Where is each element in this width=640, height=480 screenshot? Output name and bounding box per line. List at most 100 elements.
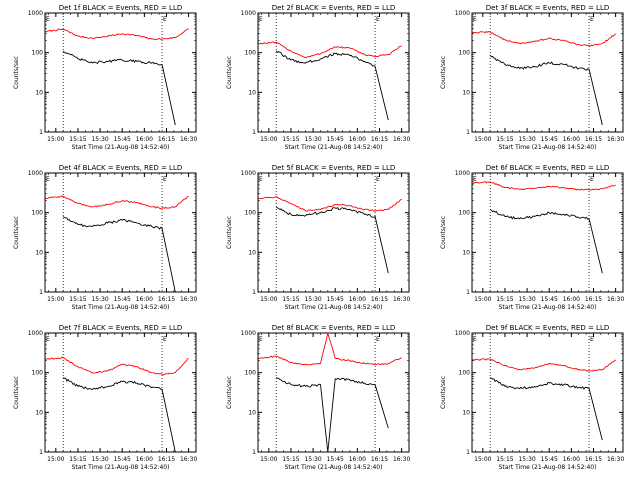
y-axis-label: Counts/sec	[13, 376, 20, 409]
lld-series-line	[472, 30, 616, 47]
panel-title: Det 5f BLACK = Events, RED = LLD	[272, 164, 395, 172]
x-tick-label: 15:45	[541, 456, 558, 463]
x-tick-label: 15:45	[114, 296, 131, 303]
x-tick-label: 15:00	[47, 296, 64, 303]
y-tick-label: 1	[252, 449, 256, 456]
x-tick-label: 15:15	[496, 296, 513, 303]
e-marker-label: E	[590, 16, 594, 23]
y-tick-label: 1000	[241, 10, 256, 17]
x-tick-label: 16:15	[371, 136, 388, 143]
x-tick-label: 16:30	[393, 456, 410, 463]
lld-series-line	[45, 195, 189, 209]
plot-frame	[471, 332, 624, 453]
panel-title: Det 9f BLACK = Events, RED = LLD	[486, 324, 609, 332]
panel-5: Det 5f BLACK = Events, RED = LLD 1 10 100 10…	[226, 164, 410, 311]
events-series-line	[62, 216, 176, 293]
lld-series-line	[258, 196, 402, 212]
y-tick-label: 1	[466, 129, 470, 136]
lld-series-line	[45, 28, 189, 41]
x-tick-label: 15:45	[327, 456, 344, 463]
x-axis-label: Start Time (21-Aug-08 14:52:40)	[285, 304, 383, 311]
panel-title: Det 3f BLACK = Events, RED = LLD	[486, 4, 609, 12]
x-tick-label: 15:15	[282, 456, 299, 463]
y-tick-label: 1000	[241, 170, 256, 177]
y-tick-label: 10	[35, 249, 43, 256]
x-axis-label: Start Time (21-Aug-08 14:52:40)	[499, 464, 597, 471]
x-tick-label: 15:15	[496, 136, 513, 143]
x-tick-label: 16:15	[585, 296, 602, 303]
x-tick-label: 15:00	[474, 456, 491, 463]
x-tick-label: 15:00	[260, 456, 277, 463]
x-axis-label: Start Time (21-Aug-08 14:52:40)	[285, 464, 383, 471]
y-tick-label: 1	[39, 449, 43, 456]
y-tick-label: 100	[32, 210, 44, 217]
e-marker-label: E	[590, 336, 594, 343]
plot-frame	[471, 172, 624, 293]
y-tick-label: 1	[466, 449, 470, 456]
panel-1: Det 1f BLACK = Events, RED = LLD 1 10 100 10…	[13, 4, 197, 151]
x-tick-label: 16:00	[136, 456, 153, 463]
y-axis-label: Counts/sec	[13, 56, 20, 89]
panel-4: Det 4f BLACK = Events, RED = LLD 1 10 100 10…	[13, 164, 197, 311]
x-tick-label: 15:15	[69, 136, 86, 143]
x-tick-label: 15:15	[69, 296, 86, 303]
x-tick-label: 15:30	[304, 296, 321, 303]
e-marker-label: E	[163, 176, 167, 183]
x-tick-label: 16:00	[136, 296, 153, 303]
x-tick-label: 16:30	[607, 456, 624, 463]
y-tick-label: 1	[39, 129, 43, 136]
panel-title: Det 2f BLACK = Events, RED = LLD	[272, 4, 395, 12]
y-tick-label: 100	[245, 210, 257, 217]
x-tick-label: 16:15	[158, 456, 175, 463]
y-tick-label: 1000	[28, 170, 43, 177]
e-marker-label: E	[46, 176, 50, 183]
x-tick-label: 16:15	[158, 296, 175, 303]
panel-title: Det 1f BLACK = Events, RED = LLD	[59, 4, 182, 12]
x-tick-label: 16:00	[349, 296, 366, 303]
plot-frame	[44, 172, 197, 293]
y-tick-label: 10	[248, 89, 256, 96]
x-tick-label: 15:30	[304, 456, 321, 463]
y-tick-label: 10	[248, 409, 256, 416]
x-axis-label: Start Time (21-Aug-08 14:52:40)	[499, 144, 597, 151]
x-tick-label: 15:30	[518, 296, 535, 303]
y-tick-label: 1	[252, 129, 256, 136]
plot-frame	[44, 12, 197, 133]
x-tick-label: 15:45	[327, 296, 344, 303]
e-marker-label: E	[376, 16, 380, 23]
x-tick-label: 15:00	[260, 296, 277, 303]
events-series-line	[62, 50, 176, 126]
y-tick-label: 100	[459, 50, 471, 57]
x-tick-label: 16:00	[349, 136, 366, 143]
x-axis-label: Start Time (21-Aug-08 14:52:40)	[499, 304, 597, 311]
panel-title: Det 8f BLACK = Events, RED = LLD	[272, 324, 395, 332]
x-tick-label: 16:15	[585, 456, 602, 463]
x-tick-label: 16:30	[180, 296, 197, 303]
x-tick-label: 16:15	[371, 456, 388, 463]
y-tick-label: 1000	[455, 170, 470, 177]
y-tick-label: 100	[32, 50, 44, 57]
events-series-line	[489, 55, 603, 126]
y-tick-label: 100	[459, 210, 471, 217]
x-axis-label: Start Time (21-Aug-08 14:52:40)	[72, 464, 170, 471]
panel-3: Det 3f BLACK = Events, RED = LLD 1 10 100 10…	[440, 4, 624, 151]
e-marker-label: E	[259, 176, 263, 183]
x-tick-label: 16:30	[180, 456, 197, 463]
x-tick-label: 16:30	[180, 136, 197, 143]
x-tick-label: 16:00	[349, 456, 366, 463]
y-tick-label: 100	[459, 370, 471, 377]
x-tick-label: 15:45	[114, 456, 131, 463]
x-tick-label: 15:45	[114, 136, 131, 143]
x-tick-label: 15:45	[327, 136, 344, 143]
x-tick-label: 16:15	[371, 296, 388, 303]
x-tick-label: 15:45	[541, 296, 558, 303]
panel-6: Det 6f BLACK = Events, RED = LLD 1 10 100 10…	[440, 164, 624, 311]
x-tick-label: 15:15	[282, 136, 299, 143]
y-tick-label: 1000	[455, 330, 470, 337]
y-axis-label: Counts/sec	[440, 56, 447, 89]
y-tick-label: 100	[245, 370, 257, 377]
x-tick-label: 16:30	[607, 136, 624, 143]
e-marker-label: E	[590, 176, 594, 183]
x-tick-label: 15:15	[69, 456, 86, 463]
